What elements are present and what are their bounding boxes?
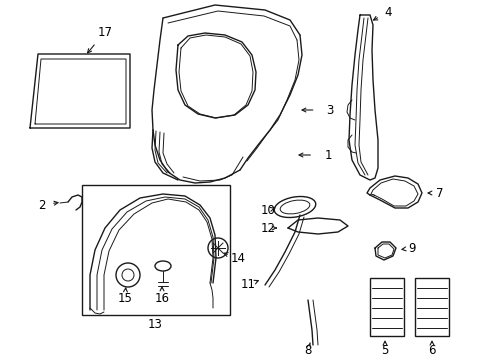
Text: 16: 16: [154, 292, 170, 305]
Text: 13: 13: [147, 319, 163, 332]
Text: 4: 4: [384, 5, 392, 18]
Text: 9: 9: [408, 242, 416, 255]
Text: 7: 7: [436, 186, 444, 199]
Text: 10: 10: [261, 203, 275, 216]
Text: 17: 17: [98, 26, 113, 39]
Text: 3: 3: [326, 104, 334, 117]
Text: 5: 5: [381, 343, 389, 356]
Text: 14: 14: [230, 252, 245, 265]
Text: 15: 15: [118, 292, 132, 305]
Text: 8: 8: [304, 343, 312, 356]
Bar: [415, 278, 449, 336]
Text: 1: 1: [324, 149, 332, 162]
Text: 11: 11: [241, 279, 255, 292]
Bar: [82, 185, 230, 315]
Text: 2: 2: [38, 198, 46, 212]
Text: 12: 12: [261, 221, 275, 234]
Text: 6: 6: [428, 343, 436, 356]
Bar: [370, 278, 404, 336]
